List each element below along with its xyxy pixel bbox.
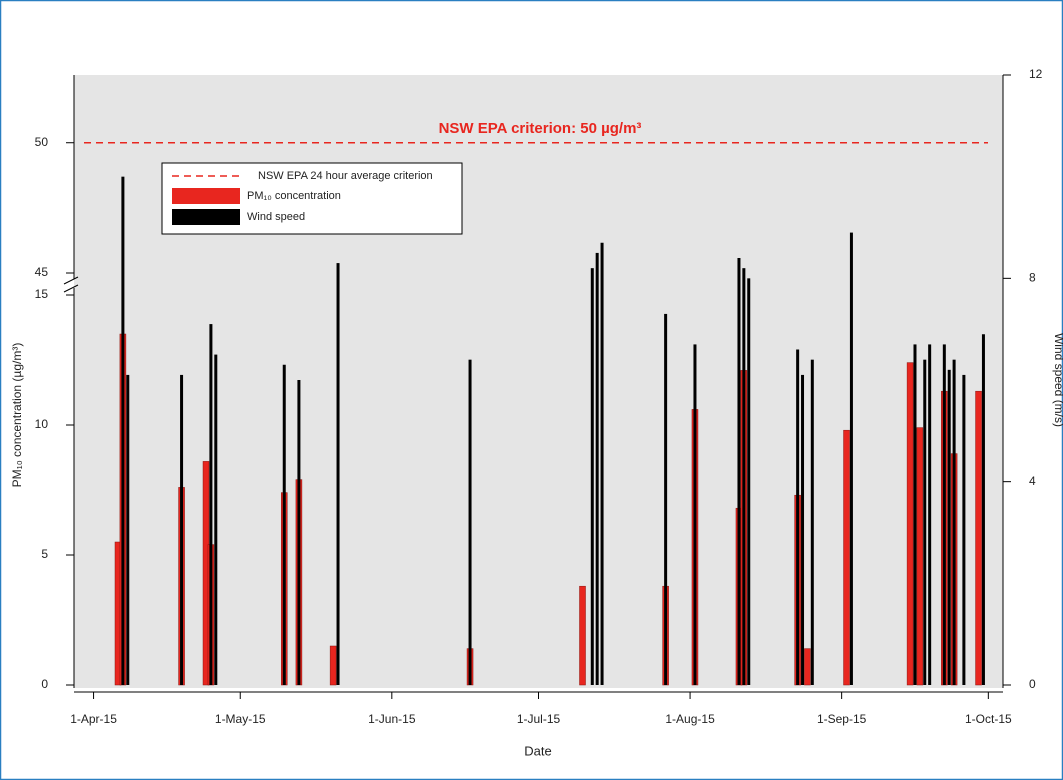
bar (747, 278, 751, 685)
y-tick-label: 0 (41, 677, 48, 691)
axis-break (63, 284, 79, 293)
bar (906, 362, 914, 686)
bar (804, 648, 811, 686)
bar (329, 645, 337, 686)
x-tick-label: 1-Aug-15 (665, 712, 715, 726)
bar (952, 359, 956, 685)
y-tick-label: 10 (35, 417, 49, 431)
y-tick-label: 50 (35, 135, 49, 149)
bar (923, 359, 927, 685)
bar (810, 359, 814, 685)
bar (297, 380, 301, 685)
bar (942, 344, 946, 685)
legend-label: Wind speed (247, 211, 305, 223)
bar (336, 263, 340, 685)
bar (126, 374, 130, 685)
bar (981, 334, 985, 685)
bar (590, 268, 594, 685)
legend-label: PM₁₀ concentration (247, 190, 341, 202)
bar (962, 374, 966, 685)
x-tick-label: 1-Sep-15 (817, 712, 867, 726)
bar (737, 258, 741, 685)
bar (843, 429, 850, 686)
bar (916, 427, 924, 686)
y-tick-label: 45 (35, 265, 49, 279)
y2-tick-label: 0 (1029, 677, 1036, 691)
legend: NSW EPA 24 hour average criterion PM₁₀ co… (161, 162, 463, 235)
x-tick-label: 1-Jul-15 (517, 712, 561, 726)
bar (579, 585, 586, 686)
x-tick-label: 1-Oct-15 (965, 712, 1012, 726)
bar (913, 344, 917, 685)
bar (209, 324, 213, 685)
bar (282, 364, 286, 685)
x-axis-label: Date (524, 743, 551, 758)
bar (595, 252, 599, 685)
bar (600, 242, 604, 685)
criterion-annotation: NSW EPA criterion: 50 µg/m³ (439, 120, 642, 137)
bar (693, 344, 697, 685)
bar (121, 176, 125, 685)
bar (796, 349, 800, 685)
x-tick-label: 1-Jun-15 (368, 712, 416, 726)
axis-break (63, 276, 79, 285)
bar (468, 359, 472, 685)
bar (801, 374, 805, 685)
x-tick-label: 1-Apr-15 (70, 712, 117, 726)
y-axis-label: PM₁₀ concentration (µg/m³) (10, 343, 24, 488)
legend-swatch (172, 209, 240, 225)
bar (928, 344, 932, 685)
y-tick-label: 15 (35, 287, 49, 301)
bar (947, 369, 951, 685)
bar (975, 390, 982, 686)
y2-axis-label: Wind speed (m/s) (1052, 333, 1063, 427)
legend-label: NSW EPA 24 hour average criterion (258, 170, 433, 182)
bar (664, 313, 668, 685)
y2-tick-label: 4 (1029, 474, 1036, 488)
bar (180, 374, 184, 685)
y-tick-label: 5 (41, 547, 48, 561)
bar (742, 268, 746, 685)
bar (214, 354, 218, 685)
legend-swatch (172, 188, 240, 204)
x-tick-label: 1-May-15 (215, 712, 266, 726)
y2-tick-label: 8 (1029, 271, 1036, 285)
bar (849, 232, 853, 686)
y2-tick-label: 12 (1029, 67, 1043, 81)
